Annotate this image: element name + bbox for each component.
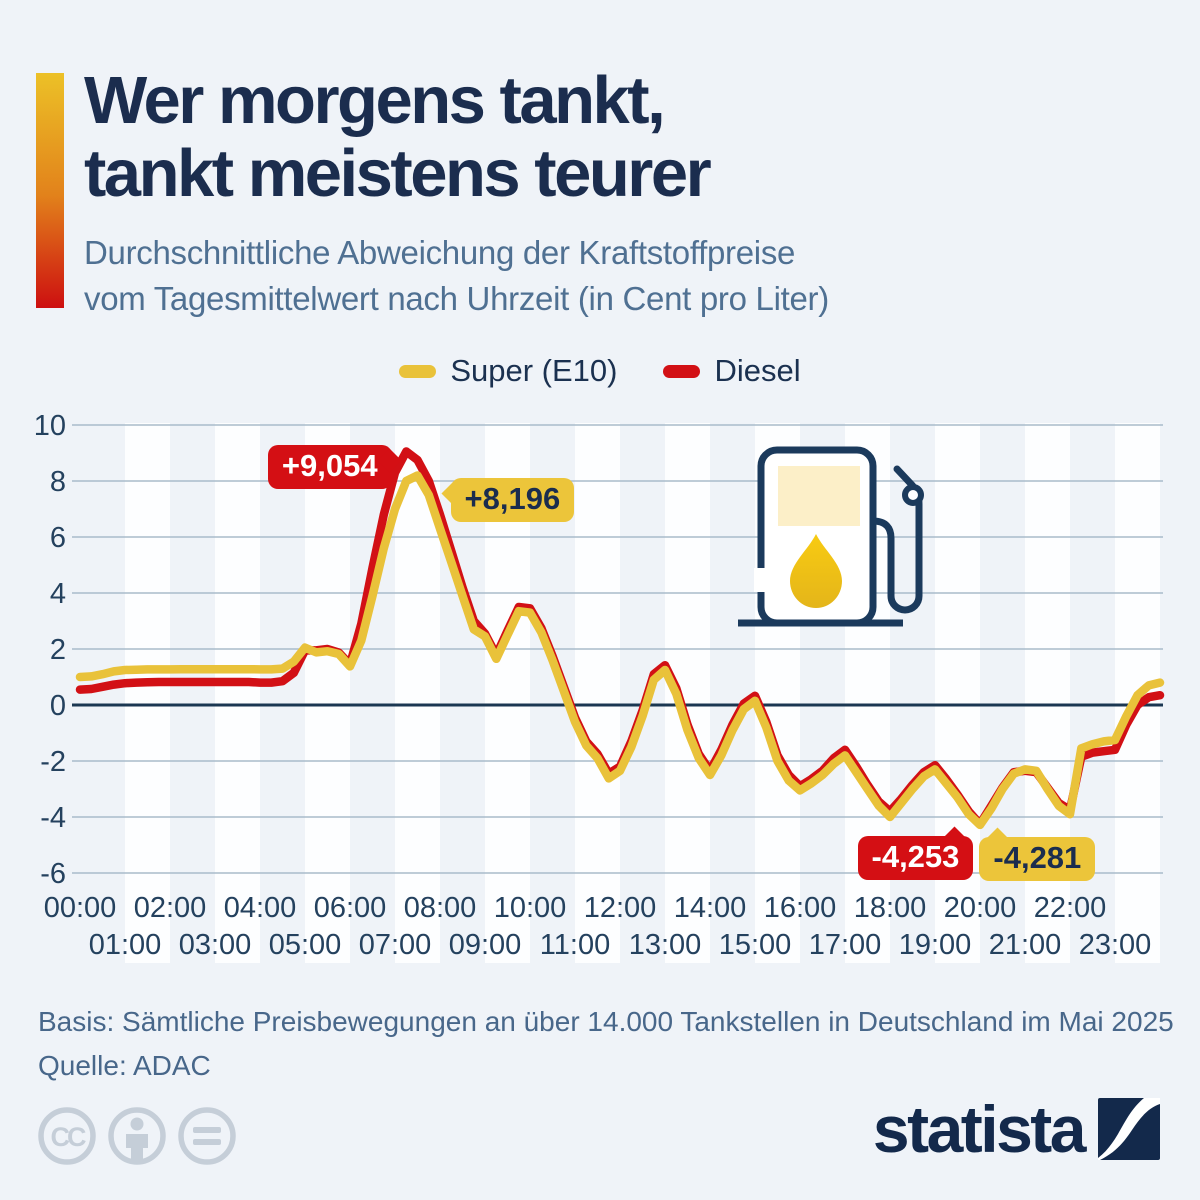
x-tick-label: 22:00 — [1034, 892, 1107, 924]
attribution-icon[interactable] — [108, 1107, 166, 1165]
super-e10-line — [75, 471, 1165, 830]
x-tick-label: 17:00 — [809, 929, 882, 961]
fuel-pump-icon — [738, 446, 924, 627]
page-subtitle: Durchschnittliche Abweichung der Kraftst… — [84, 230, 829, 322]
hour-stripe — [125, 423, 170, 963]
x-tick-label: 09:00 — [449, 929, 522, 961]
x-tick-label: 21:00 — [989, 929, 1062, 961]
value-callout-super-e10-: +8,196 — [440, 477, 575, 522]
cc-icon[interactable]: CC — [38, 1107, 96, 1165]
accent-gradient-bar — [36, 73, 64, 308]
y-tick-label: -4 — [40, 802, 66, 834]
x-tick-label: 16:00 — [764, 892, 837, 924]
chart-legend: Super (E10) Diesel — [0, 353, 1200, 389]
x-tick-label: 11:00 — [540, 929, 610, 961]
hour-stripe — [575, 423, 620, 963]
source-note: Basis: Sämtliche Preisbewegungen an über… — [38, 1000, 1174, 1088]
y-tick-label: 4 — [50, 578, 66, 610]
title-line-2: tankt meistens teurer — [84, 136, 712, 211]
title-line-1: Wer morgens tankt, — [84, 63, 666, 138]
hour-stripe — [215, 423, 260, 963]
no-derivatives-icon[interactable] — [178, 1107, 236, 1165]
x-tick-label: 00:00 — [44, 892, 117, 924]
x-tick-label: 10:00 — [494, 892, 567, 924]
value-callout-diesel: +9,054 — [267, 445, 402, 490]
x-tick-label: 01:00 — [89, 929, 162, 961]
subtitle-line-1: Durchschnittliche Abweichung der Kraftst… — [84, 234, 796, 271]
hour-stripe — [1025, 423, 1070, 963]
x-tick-label: 19:00 — [899, 929, 972, 961]
value-callout-diesel: -4,253 — [857, 826, 974, 881]
legend-label-super: Super (E10) — [450, 353, 618, 388]
x-tick-label: 14:00 — [674, 892, 747, 924]
y-tick-label: 6 — [50, 522, 66, 554]
y-tick-label: 2 — [50, 634, 66, 666]
x-tick-label: 23:00 — [1079, 929, 1152, 961]
y-tick-label: 10 — [34, 410, 66, 442]
statista-logo[interactable]: statista — [873, 1096, 1160, 1162]
legend-item-diesel: Diesel — [663, 353, 801, 389]
legend-label-diesel: Diesel — [714, 353, 801, 388]
x-tick-label: 03:00 — [179, 929, 252, 961]
diesel-color-swatch — [663, 364, 701, 378]
x-tick-label: 20:00 — [944, 892, 1017, 924]
x-tick-label: 12:00 — [584, 892, 657, 924]
hour-stripe — [935, 423, 980, 963]
super-color-swatch — [399, 364, 437, 378]
value-callout-super-e10-: -4,281 — [979, 827, 1096, 881]
x-tick-label: 05:00 — [269, 929, 342, 961]
hour-stripe — [305, 423, 350, 963]
subtitle-line-2: vom Tagesmittelwert nach Uhrzeit (in Cen… — [84, 280, 829, 317]
x-tick-label: 08:00 — [404, 892, 477, 924]
x-tick-label: 18:00 — [854, 892, 927, 924]
x-tick-label: 04:00 — [224, 892, 297, 924]
x-tick-label: 15:00 — [719, 929, 792, 961]
x-tick-label: 07:00 — [359, 929, 432, 961]
source-line: Quelle: ADAC — [38, 1050, 211, 1081]
legend-item-super: Super (E10) — [399, 353, 617, 389]
svg-text:CC: CC — [51, 1122, 86, 1152]
y-tick-label: 8 — [50, 466, 66, 498]
statista-logo-mark — [1098, 1098, 1160, 1160]
y-tick-label: -2 — [40, 746, 66, 778]
cc-license-icons[interactable]: CC — [36, 1103, 276, 1171]
x-tick-label: 02:00 — [134, 892, 207, 924]
y-tick-label: 0 — [50, 690, 66, 722]
basis-note: Basis: Sämtliche Preisbewegungen an über… — [38, 1006, 1174, 1037]
x-tick-label: 13:00 — [629, 929, 702, 961]
page-title: Wer morgens tankt, tankt meistens teurer — [84, 63, 712, 211]
statista-wordmark: statista — [872, 1092, 1087, 1166]
x-tick-label: 06:00 — [314, 892, 387, 924]
y-tick-label: -6 — [40, 858, 66, 890]
